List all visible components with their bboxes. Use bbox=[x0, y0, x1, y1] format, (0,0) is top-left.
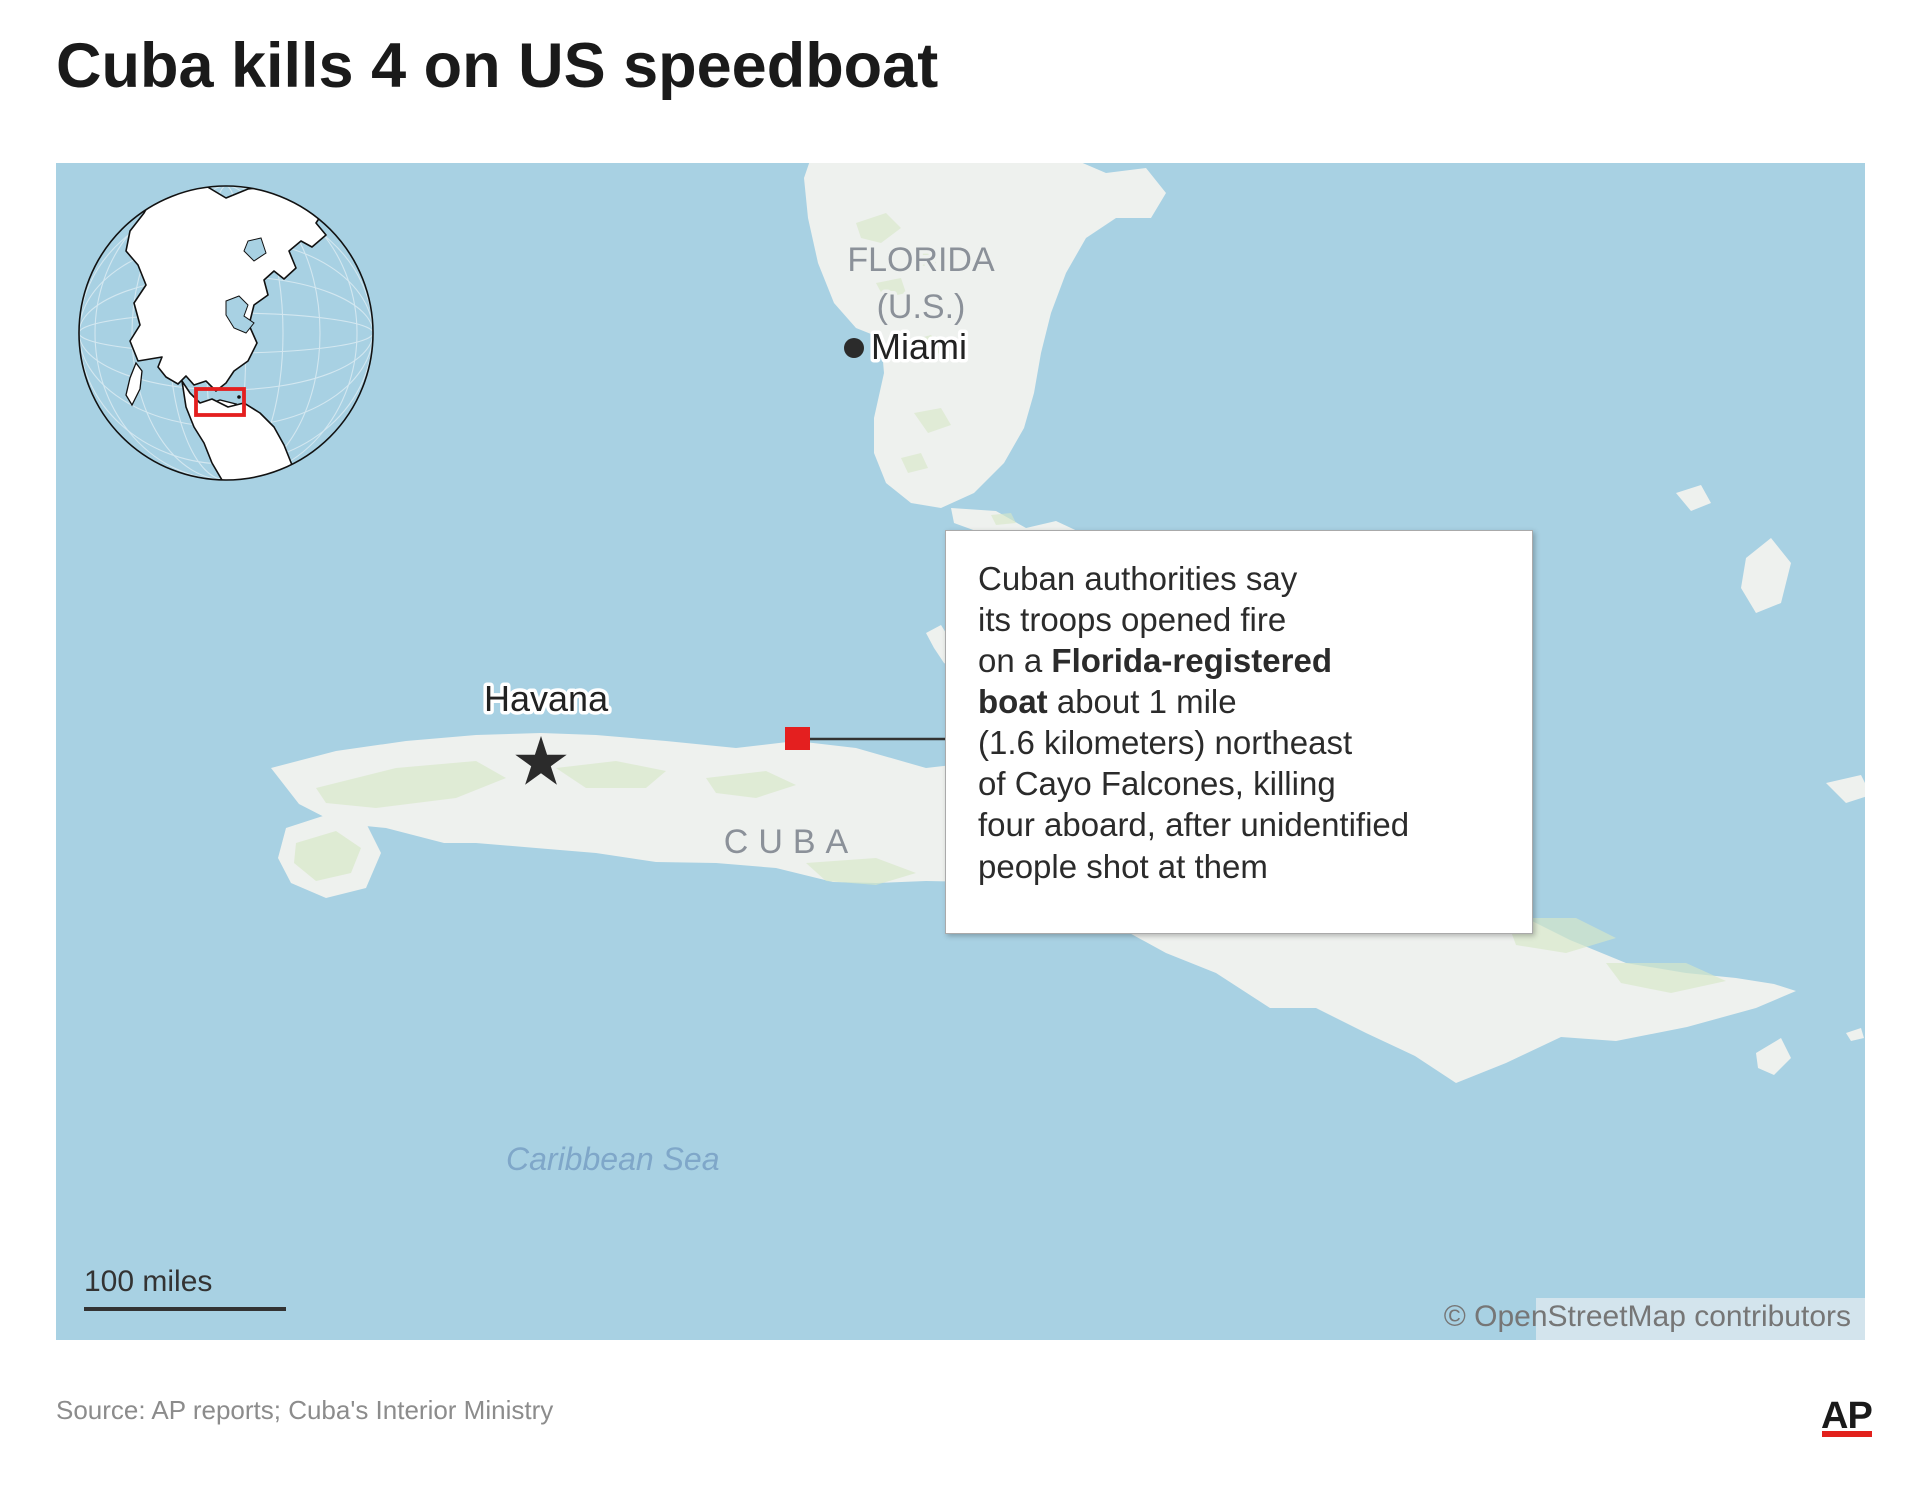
svg-text:(U.S.): (U.S.) bbox=[877, 288, 966, 326]
svg-text:AP: AP bbox=[1822, 1395, 1872, 1437]
svg-text:Miami: Miami bbox=[871, 326, 967, 367]
svg-text:Havana: Havana bbox=[484, 678, 609, 719]
svg-text:FLORIDA: FLORIDA bbox=[847, 241, 995, 279]
svg-text:Caribbean Sea: Caribbean Sea bbox=[506, 1141, 719, 1177]
svg-text:CUBA: CUBA bbox=[724, 823, 858, 861]
svg-text:© OpenStreetMap contributors: © OpenStreetMap contributors bbox=[1444, 1300, 1851, 1333]
svg-text:100 miles: 100 miles bbox=[84, 1265, 212, 1298]
